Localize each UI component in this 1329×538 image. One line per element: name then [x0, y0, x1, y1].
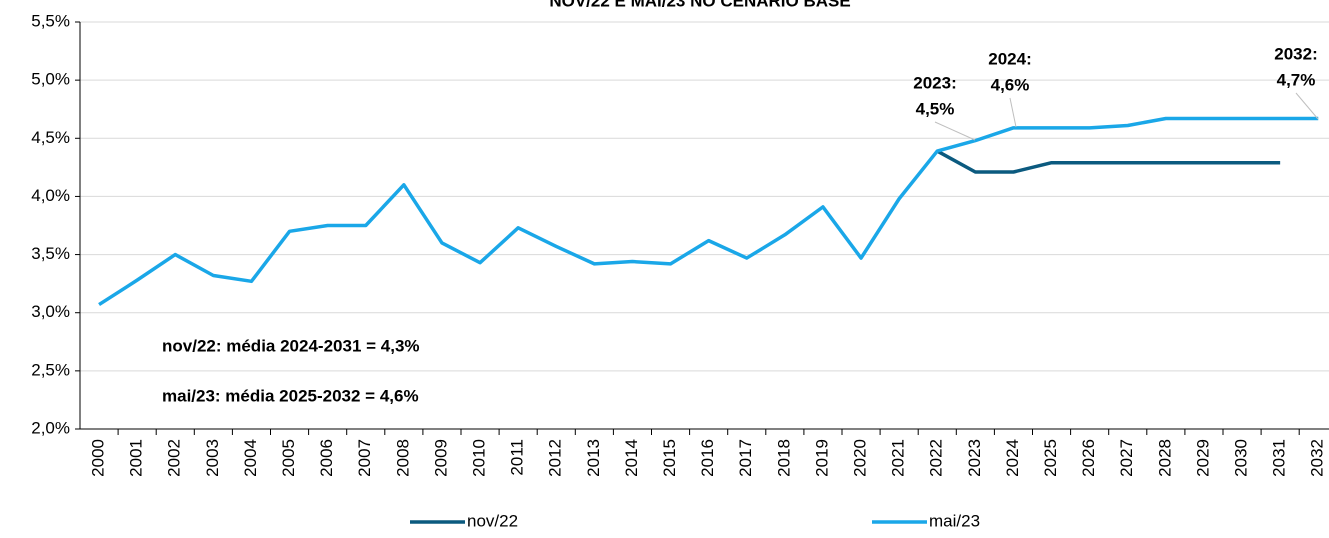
annotation: 4,7% — [1277, 70, 1316, 89]
legend-label: mai/23 — [929, 511, 980, 530]
y-tick-label: 5,0% — [31, 70, 70, 89]
x-tick-label: 2019 — [812, 439, 831, 477]
annotation: 4,5% — [916, 99, 955, 118]
y-tick-label: 3,5% — [31, 244, 70, 263]
note: nov/22: média 2024-2031 = 4,3% — [162, 336, 420, 355]
x-tick-label: 2009 — [431, 439, 450, 477]
y-tick-label: 2,5% — [31, 360, 70, 379]
x-tick-label: 2000 — [89, 439, 108, 477]
annotation-leader — [934, 121, 976, 141]
x-tick-label: 2012 — [546, 439, 565, 477]
y-tick-label: 4,0% — [31, 186, 70, 205]
x-tick-label: 2028 — [1155, 439, 1174, 477]
x-tick-label: 2006 — [317, 439, 336, 477]
annotation: 4,6% — [991, 75, 1030, 94]
annotation: 2024: — [988, 49, 1031, 68]
x-tick-label: 2013 — [584, 439, 603, 477]
x-tick-label: 2023 — [965, 439, 984, 477]
x-tick-label: 2001 — [127, 439, 146, 477]
x-tick-label: 2003 — [203, 439, 222, 477]
x-tick-label: 2027 — [1117, 439, 1136, 477]
x-tick-label: 2011 — [508, 439, 527, 476]
x-tick-label: 2015 — [660, 439, 679, 477]
y-tick-label: 5,5% — [31, 11, 70, 30]
y-tick-label: 3,0% — [31, 302, 70, 321]
x-tick-label: 2022 — [927, 439, 946, 477]
annotation-leader — [1009, 97, 1017, 128]
x-tick-label: 2029 — [1193, 439, 1212, 477]
x-tick-label: 2007 — [355, 439, 374, 477]
x-tick-label: 2025 — [1041, 439, 1060, 477]
x-tick-label: 2008 — [393, 439, 412, 477]
x-tick-label: 2020 — [851, 439, 870, 477]
x-tick-label: 2017 — [736, 439, 755, 477]
x-tick-label: 2002 — [165, 439, 184, 477]
y-tick-label: 2,0% — [31, 418, 70, 437]
annotation: 2032: — [1274, 44, 1317, 63]
x-tick-label: 2021 — [889, 439, 908, 477]
annotation: 2023: — [913, 73, 956, 92]
legend-label: nov/22 — [467, 511, 518, 530]
x-tick-label: 2031 — [1270, 439, 1289, 477]
x-tick-label: 2005 — [279, 439, 298, 477]
x-tick-label: 2016 — [698, 439, 717, 477]
x-tick-label: 2030 — [1232, 439, 1251, 477]
x-tick-label: 2024 — [1003, 439, 1022, 477]
series-line — [98, 116, 1319, 307]
note: mai/23: média 2025-2032 = 4,6% — [162, 386, 419, 405]
x-tick-label: 2032 — [1308, 439, 1327, 477]
x-tick-label: 2004 — [241, 439, 260, 477]
series-line — [936, 149, 1281, 174]
chart-title: NOV/22 E MAI/23 NO CENÁRIO BASE — [549, 0, 850, 10]
x-tick-label: 2018 — [774, 439, 793, 477]
y-tick-label: 4,5% — [31, 128, 70, 147]
x-tick-label: 2026 — [1079, 439, 1098, 477]
annotation-leader — [1295, 92, 1319, 120]
x-tick-label: 2010 — [470, 439, 489, 477]
x-tick-label: 2014 — [622, 439, 641, 477]
